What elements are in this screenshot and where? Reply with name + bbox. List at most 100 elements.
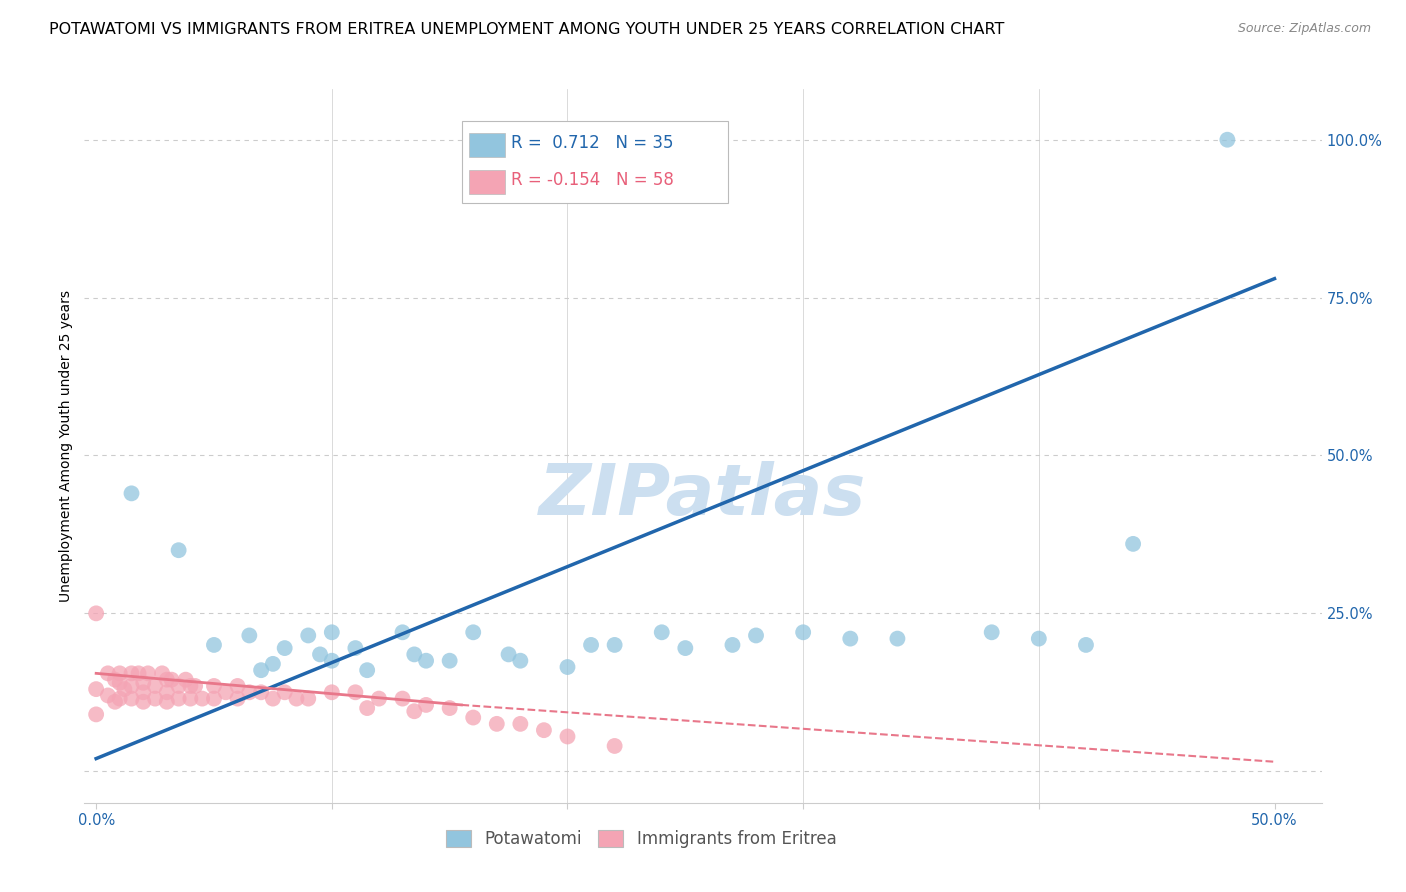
- Point: [273, 641, 295, 656]
- Point: [485, 717, 508, 731]
- Point: [391, 691, 413, 706]
- Point: [84, 607, 107, 621]
- Point: [250, 685, 273, 699]
- Point: [184, 679, 207, 693]
- Text: R = -0.154   N = 58: R = -0.154 N = 58: [512, 171, 673, 189]
- Point: [202, 679, 225, 693]
- Point: [191, 691, 214, 706]
- Point: [391, 625, 413, 640]
- Point: [579, 638, 602, 652]
- Point: [533, 723, 555, 738]
- Point: [321, 625, 343, 640]
- Point: [356, 663, 378, 677]
- Point: [226, 679, 249, 693]
- Point: [97, 689, 120, 703]
- Point: [439, 701, 461, 715]
- Point: [1122, 537, 1144, 551]
- Point: [156, 673, 179, 687]
- Point: [112, 682, 135, 697]
- Point: [721, 638, 744, 652]
- Point: [132, 675, 155, 690]
- Point: [415, 698, 437, 712]
- Point: [321, 654, 343, 668]
- Point: [156, 695, 179, 709]
- Point: [97, 666, 120, 681]
- Y-axis label: Unemployment Among Youth under 25 years: Unemployment Among Youth under 25 years: [59, 290, 73, 602]
- Point: [121, 486, 143, 500]
- Point: [745, 628, 768, 642]
- Point: [980, 625, 1002, 640]
- Point: [132, 685, 155, 699]
- Point: [463, 625, 485, 640]
- Point: [651, 625, 673, 640]
- Point: [238, 628, 260, 642]
- Point: [297, 691, 319, 706]
- Point: [415, 654, 437, 668]
- Point: [150, 666, 173, 681]
- Point: [250, 663, 273, 677]
- Point: [84, 707, 107, 722]
- Point: [1074, 638, 1097, 652]
- Legend: Potawatomi, Immigrants from Eritrea: Potawatomi, Immigrants from Eritrea: [439, 823, 844, 855]
- Point: [179, 691, 201, 706]
- Point: [167, 543, 190, 558]
- Point: [160, 673, 183, 687]
- Point: [132, 695, 155, 709]
- Point: [108, 666, 131, 681]
- Point: [121, 691, 143, 706]
- Point: [498, 648, 520, 662]
- Point: [1216, 133, 1239, 147]
- Text: R =  0.712   N = 35: R = 0.712 N = 35: [512, 134, 673, 152]
- Text: POTAWATOMI VS IMMIGRANTS FROM ERITREA UNEMPLOYMENT AMONG YOUTH UNDER 25 YEARS CO: POTAWATOMI VS IMMIGRANTS FROM ERITREA UN…: [49, 22, 1004, 37]
- Point: [557, 660, 579, 674]
- Point: [104, 673, 127, 687]
- Point: [603, 739, 626, 753]
- Point: [603, 638, 626, 652]
- Point: [179, 679, 201, 693]
- Point: [509, 717, 531, 731]
- Point: [839, 632, 862, 646]
- Point: [108, 675, 131, 690]
- Point: [886, 632, 908, 646]
- Point: [344, 641, 367, 656]
- Point: [297, 628, 319, 642]
- Point: [238, 685, 260, 699]
- Point: [174, 673, 197, 687]
- Point: [673, 641, 696, 656]
- Text: ZIPatlas: ZIPatlas: [540, 461, 866, 531]
- Point: [104, 695, 127, 709]
- Point: [309, 648, 332, 662]
- Point: [557, 730, 579, 744]
- Point: [121, 679, 143, 693]
- Point: [792, 625, 814, 640]
- Point: [368, 691, 391, 706]
- Point: [202, 691, 225, 706]
- Point: [128, 666, 150, 681]
- Point: [143, 679, 166, 693]
- Point: [509, 654, 531, 668]
- Point: [463, 710, 485, 724]
- Point: [226, 691, 249, 706]
- Point: [321, 685, 343, 699]
- FancyBboxPatch shape: [461, 121, 728, 203]
- Point: [356, 701, 378, 715]
- Point: [262, 691, 284, 706]
- Point: [202, 638, 225, 652]
- Point: [404, 704, 426, 718]
- Point: [136, 666, 159, 681]
- Point: [285, 691, 308, 706]
- Point: [121, 666, 143, 681]
- FancyBboxPatch shape: [470, 169, 505, 194]
- Point: [439, 654, 461, 668]
- Text: Source: ZipAtlas.com: Source: ZipAtlas.com: [1237, 22, 1371, 36]
- Point: [404, 648, 426, 662]
- Point: [167, 679, 190, 693]
- Point: [143, 691, 166, 706]
- Point: [156, 685, 179, 699]
- Point: [273, 685, 295, 699]
- Point: [215, 685, 238, 699]
- Point: [167, 691, 190, 706]
- Point: [1028, 632, 1050, 646]
- Point: [84, 682, 107, 697]
- Point: [108, 691, 131, 706]
